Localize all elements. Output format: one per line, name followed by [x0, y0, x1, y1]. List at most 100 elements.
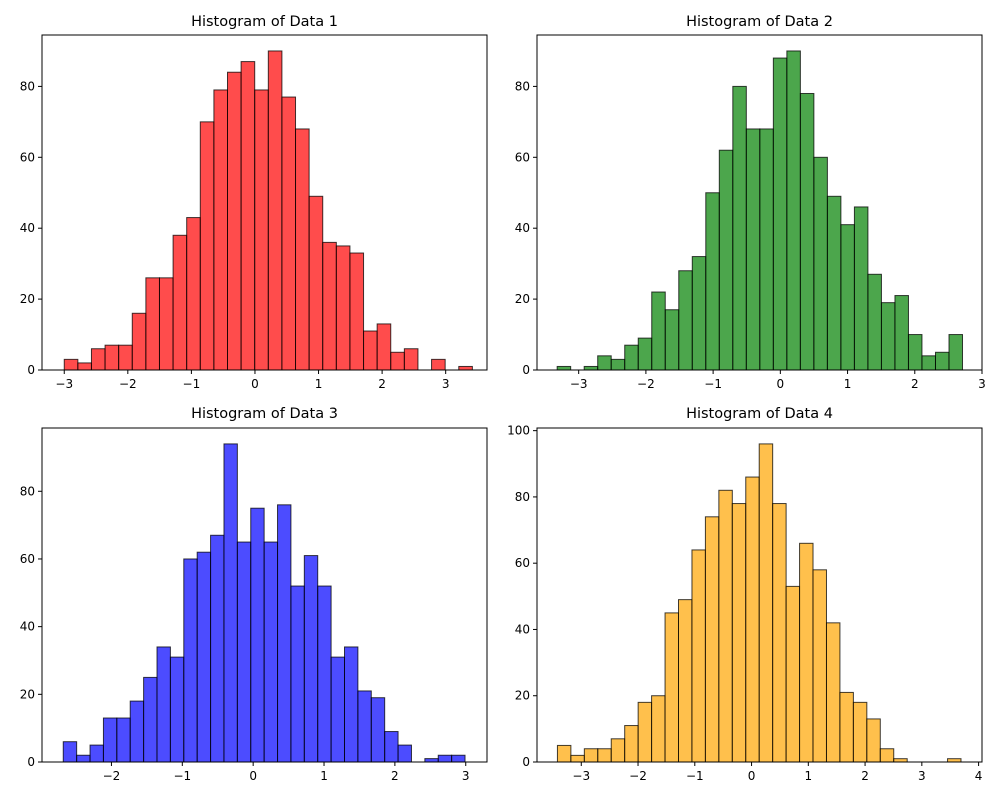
- subplot-4-frame: [536, 427, 983, 763]
- subplot-2-bar: [651, 291, 666, 371]
- subplot-3-title: Histogram of Data 3: [191, 406, 338, 422]
- subplot-1-bar: [145, 277, 160, 371]
- subplot-4-bar: [597, 748, 612, 763]
- subplot-2-x-tick-label: 1: [844, 377, 852, 391]
- subplot-1-bar: [281, 96, 297, 371]
- subplot-1-bar: [267, 50, 283, 371]
- subplot-4-x-tick-label: 1: [804, 769, 812, 783]
- subplot-2-bar: [799, 92, 815, 371]
- subplot-1-bar: [104, 344, 120, 371]
- subplot-2-x-tick-label: −2: [637, 377, 655, 391]
- subplot-4-bar: [866, 718, 881, 763]
- subplot-2-bar: [556, 365, 572, 371]
- subplot-2-bar: [678, 270, 693, 371]
- subplot-4-y-tick-label: 20: [515, 689, 530, 703]
- subplot-2-bar: [948, 334, 964, 371]
- subplot-4-y-tick-label: 60: [515, 556, 530, 570]
- subplot-2-x-tick-label: 3: [978, 377, 986, 391]
- subplot-4-bar: [664, 612, 680, 763]
- subplot-1-y-tick-label: 20: [20, 292, 35, 306]
- subplot-2-bar: [867, 273, 882, 371]
- subplot-3-bar: [424, 758, 439, 763]
- subplot-3-bar: [451, 754, 466, 763]
- subplot-4-bar: [691, 549, 706, 763]
- subplot-2: Histogram of Data 2 −3 −2 −1 0 1 2 3 0 20 40 60 80: [515, 14, 986, 391]
- subplot-1-bar: [376, 323, 392, 371]
- subplot-2-bar: [718, 149, 734, 371]
- subplot-4-x-tick-label: −1: [686, 769, 704, 783]
- subplot-2-y-tick-label: 80: [515, 79, 530, 93]
- subplot-4-bar: [718, 489, 733, 763]
- subplot-1-bar: [295, 128, 310, 371]
- subplot-1-bar: [90, 348, 106, 371]
- subplot-3-y-axis: 0 20 40 60 80: [20, 484, 42, 769]
- subplot-4-bar: [678, 599, 693, 763]
- subplot-4-bar: [704, 516, 720, 763]
- subplot-1: Histogram of Data 1 −3 −2 −1 0 1 2 3 0 20 40 60 80: [20, 14, 488, 391]
- subplot-3-bar: [277, 504, 292, 763]
- subplot-3-bar: [317, 585, 332, 763]
- subplot-3-y-tick-label: 60: [20, 552, 35, 566]
- subplot-1-bar: [322, 241, 337, 371]
- subplot-4-x-axis: −3 −2 −1 0 1 2 3 4: [572, 762, 982, 783]
- subplot-4-bar: [637, 701, 653, 763]
- subplot-3-bar: [303, 555, 319, 763]
- subplot-2-bars: [556, 50, 964, 371]
- subplot-3-bar: [357, 690, 372, 763]
- subplot-3-y-tick-label: 0: [27, 755, 35, 769]
- subplot-3-bar: [370, 697, 386, 763]
- subplot-1-bar: [363, 330, 378, 371]
- subplot-1-bar: [390, 351, 405, 371]
- subplot-3-bar: [210, 534, 225, 763]
- subplot-3-bar: [89, 744, 104, 763]
- subplot-4-x-tick-label: 0: [748, 769, 756, 783]
- subplot-1-bar: [349, 252, 365, 371]
- subplot-1-x-tick-label: 2: [378, 377, 386, 391]
- subplot-4-bar: [610, 738, 626, 763]
- subplot-4-bar: [839, 691, 854, 763]
- subplot-2-bar: [907, 334, 923, 371]
- subplot-2-bar: [894, 295, 909, 371]
- subplot-1-bar: [403, 348, 419, 371]
- subplot-4-x-tick-label: −2: [629, 769, 647, 783]
- subplot-1-bar: [131, 312, 147, 371]
- subplot-2-bar: [786, 50, 801, 371]
- subplot-4-y-tick-label: 100: [507, 424, 530, 438]
- subplot-3-bar: [156, 646, 171, 763]
- subplot-1-x-tick-label: −2: [119, 377, 137, 391]
- subplot-4-y-axis: 0 20 40 60 80 100: [507, 424, 537, 769]
- subplot-2-bar: [610, 358, 626, 371]
- subplot-1-frame: [41, 34, 488, 371]
- subplot-2-bar: [583, 365, 599, 371]
- subplot-4-bar: [624, 725, 639, 763]
- subplot-1-bar: [213, 89, 229, 371]
- subplot-2-y-tick-label: 60: [515, 150, 530, 164]
- subplot-1-bar: [118, 344, 133, 371]
- subplot-4-x-tick-label: −3: [572, 769, 590, 783]
- subplot-1-bar: [227, 71, 242, 371]
- subplot-4-bar: [852, 701, 868, 763]
- subplot-1-y-tick-label: 60: [20, 150, 35, 164]
- subplot-2-bar: [624, 344, 639, 371]
- subplot-3-bar: [263, 541, 279, 763]
- subplot-4-bar: [556, 744, 572, 763]
- subplot-1-x-tick-label: 1: [315, 377, 323, 391]
- subplot-2-x-tick-label: 0: [777, 377, 785, 391]
- subplot-3-y-tick-label: 40: [20, 620, 35, 634]
- subplot-1-bar: [186, 217, 201, 371]
- subplot-2-x-tick-label: 2: [911, 377, 919, 391]
- subplot-3-y-tick-label: 20: [20, 687, 35, 701]
- subplot-4-y-tick-label: 40: [515, 622, 530, 636]
- subplot-3-bar: [183, 558, 198, 763]
- subplot-4-x-tick-label: 3: [918, 769, 926, 783]
- subplot-2-bar: [772, 57, 788, 371]
- subplot-2-bar: [637, 337, 653, 371]
- subplot-1-y-tick-label: 40: [20, 221, 35, 235]
- subplot-1-bar: [77, 362, 92, 371]
- subplot-2-y-tick-label: 40: [515, 221, 530, 235]
- subplot-3-bar: [437, 754, 453, 763]
- subplot-1-bar: [172, 234, 188, 371]
- subplot-4-bar: [745, 476, 760, 763]
- subplot-3-x-tick-label: 2: [391, 769, 399, 783]
- subplot-2-bar: [705, 192, 720, 371]
